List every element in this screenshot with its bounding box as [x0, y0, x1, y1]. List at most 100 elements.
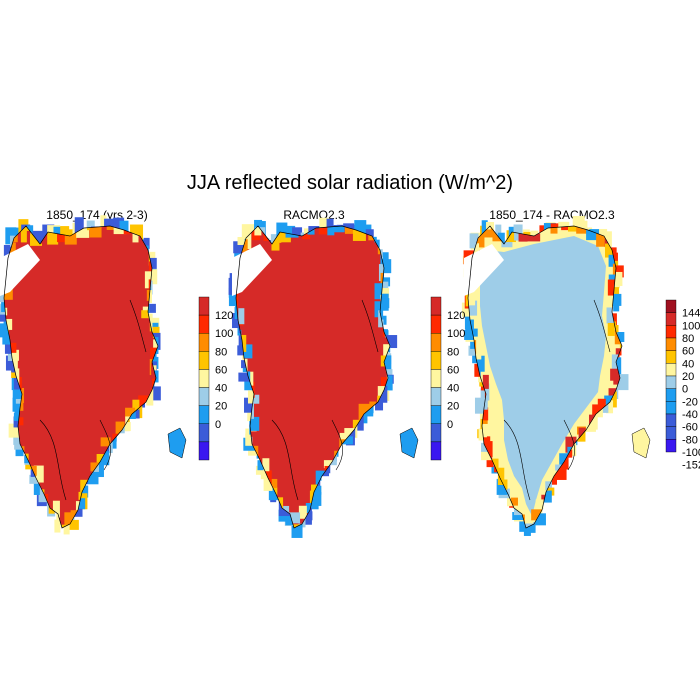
grid-cell	[550, 226, 558, 234]
grid-cell	[245, 428, 252, 437]
grid-cell	[6, 242, 16, 257]
diff-interior-fill	[480, 236, 606, 516]
colorbar-swatch	[198, 387, 210, 406]
colorbar-swatch	[430, 369, 442, 388]
grid-cell	[327, 226, 335, 236]
colorbar-label: 144.3	[682, 308, 700, 320]
grid-cell	[237, 345, 245, 356]
colorbar-label: 60	[215, 364, 227, 376]
grid-cell	[382, 259, 392, 274]
grid-cell	[287, 512, 301, 524]
grid-cell	[542, 490, 552, 503]
grid-cell	[238, 372, 252, 382]
colorbar-label: -40	[682, 409, 698, 421]
grid-cell	[513, 224, 523, 235]
grid-cell	[384, 355, 392, 373]
colorbar-label: -60	[682, 422, 698, 434]
grid-cell	[610, 293, 622, 306]
colorbar-swatch	[430, 296, 442, 316]
grid-cell	[501, 237, 513, 248]
grid-cell	[52, 500, 60, 518]
colorbar-swatch	[665, 325, 677, 339]
colorbar-label: -20	[682, 396, 698, 408]
colorbar-label: 20	[215, 401, 227, 413]
grid-cell	[478, 428, 486, 441]
grid-cell	[260, 471, 272, 480]
grid-cell	[576, 226, 588, 234]
grid-cell	[377, 288, 389, 300]
grid-cell	[375, 397, 384, 411]
colorbar-swatch	[198, 423, 210, 443]
grid-cell	[518, 233, 528, 242]
grid-cell	[474, 355, 485, 372]
grid-cell	[85, 473, 99, 485]
colorbar-swatch	[198, 296, 210, 316]
ocean-notch	[0, 244, 40, 296]
grid-cell	[527, 233, 541, 242]
colorbar-swatch	[665, 388, 677, 402]
grid-cell	[64, 512, 76, 528]
colorbar-label: -152.	[682, 460, 700, 472]
colorbar-label: 40	[215, 383, 227, 395]
grid-cell	[138, 395, 150, 410]
grid-cell	[244, 397, 256, 413]
colorbar-swatch	[430, 333, 442, 352]
grid-cell	[250, 394, 260, 404]
grid-cell	[374, 283, 385, 300]
colorbar-label: 120	[215, 310, 233, 322]
grid-cell	[542, 226, 552, 239]
grid-cell	[283, 505, 290, 515]
grid-cell	[464, 313, 471, 330]
colorbar-label: 100	[682, 320, 700, 332]
grid-cell	[4, 318, 13, 330]
colorbar-swatch	[198, 314, 210, 334]
grid-cell	[4, 343, 12, 354]
grid-cell	[527, 518, 536, 533]
grid-cell	[519, 519, 526, 532]
grid-cell	[383, 344, 390, 359]
colorbar-label: 40	[447, 383, 459, 395]
grid-cell	[141, 310, 152, 319]
colorbar-label: 100	[447, 328, 465, 340]
colorbar-swatch	[665, 337, 677, 351]
grid-cell	[315, 470, 325, 486]
grid-cell	[12, 397, 23, 412]
grid-cell	[32, 230, 43, 244]
grid-cell	[382, 252, 389, 266]
grid-cell	[497, 232, 505, 246]
grid-cell	[356, 414, 364, 431]
grid-cell	[99, 451, 110, 466]
grid-cell	[3, 244, 13, 259]
colorbar-swatch	[665, 375, 677, 389]
grid-cell	[344, 226, 357, 234]
colorbar-label: 80	[447, 346, 459, 358]
grid-cell	[331, 226, 345, 233]
grid-cell	[20, 227, 27, 243]
colorbar-label: 0	[682, 384, 688, 396]
grid-cell	[119, 220, 129, 236]
grid-cell	[9, 349, 19, 361]
grid-cell	[291, 520, 303, 538]
grid-cell	[565, 436, 577, 453]
colorbar-label: 80	[215, 346, 227, 358]
grid-cell	[236, 290, 239, 307]
grid-cell	[54, 519, 61, 533]
grid-cell	[583, 420, 596, 432]
colorbar-2: 144.3100806040200-20-40-60-80-100-152.	[665, 299, 700, 472]
grid-cell	[318, 226, 328, 235]
grid-cell	[567, 226, 579, 232]
grid-cell	[608, 254, 616, 267]
colorbar-swatch	[198, 369, 210, 388]
coastline	[3, 225, 159, 529]
grid-cell	[90, 462, 100, 472]
grid-cell	[610, 391, 617, 408]
grid-cell	[150, 347, 158, 362]
grid-cell	[291, 524, 300, 528]
grid-cell	[265, 470, 272, 486]
grid-cell	[481, 220, 488, 238]
grid-cell	[510, 497, 518, 506]
grid-cell	[254, 226, 262, 236]
coastline	[467, 225, 623, 529]
grid-cell	[47, 228, 59, 245]
